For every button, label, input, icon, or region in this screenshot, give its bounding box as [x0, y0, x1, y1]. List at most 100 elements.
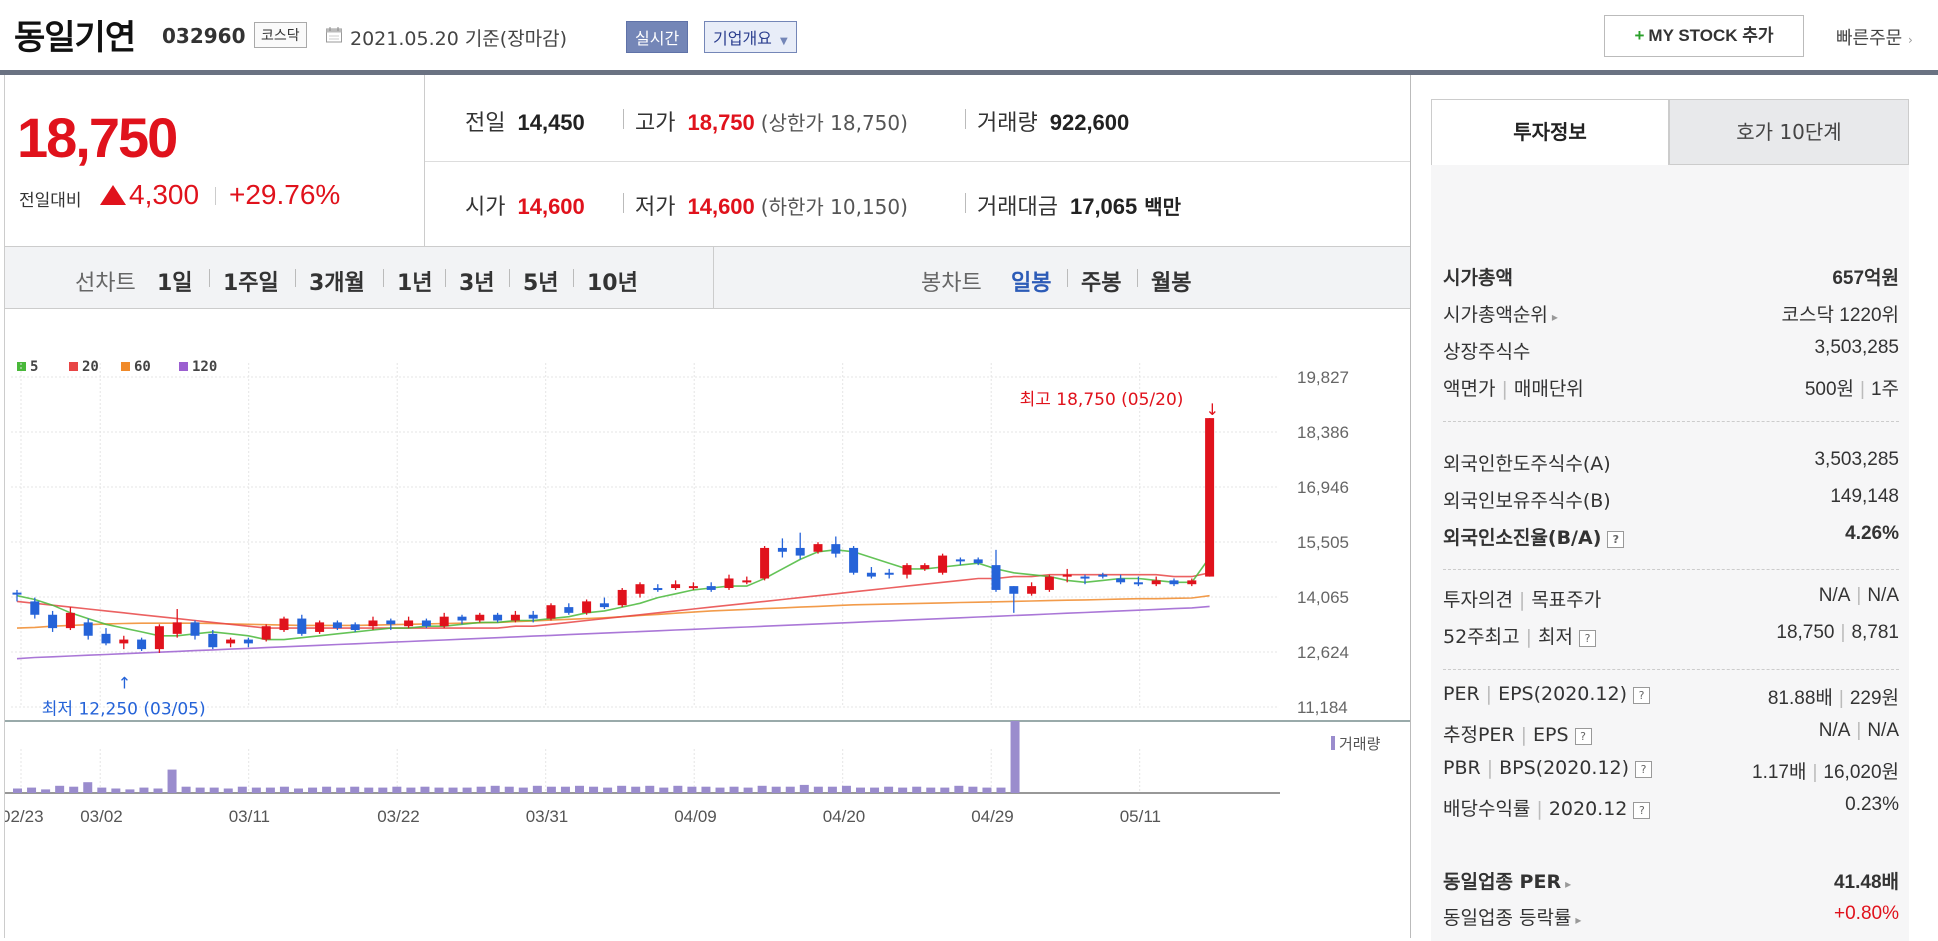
price-stats: 전일 14,450 고가 18,750 (상한가 18,750) 거래량 922,600…: [425, 75, 1411, 247]
plus-icon: +: [1634, 26, 1645, 45]
industry-info: 동일업종 PER ▸ 41.48배 동일업종 등락률 ▸ +0.80%: [1431, 855, 1909, 941]
ma5-line: [16, 548, 1211, 641]
volume-bar: [617, 785, 627, 793]
candle: [546, 605, 556, 619]
candle-weekly[interactable]: 주봉: [1081, 271, 1122, 296]
low-annotation: 최저 12,250 (03/05): [42, 699, 206, 719]
volume-bar: [55, 785, 65, 793]
help-icon[interactable]: ?: [1635, 761, 1653, 778]
volume-bar: [350, 786, 360, 793]
candle: [279, 618, 289, 631]
volume-bar: [181, 786, 191, 793]
x-tick-label: 03/11: [229, 807, 270, 826]
volume-bar: [111, 788, 121, 793]
invest-info-panel: 투자정보 호가 10단계 시가총액 657억원 시가총액순위 ▸ 코스닥 1220위 …: [1410, 75, 1938, 941]
candle-monthly[interactable]: 월봉: [1151, 271, 1192, 296]
x-tick-label: 04/20: [823, 807, 866, 826]
candle: [688, 586, 698, 589]
divider: [623, 109, 624, 129]
add-my-stock-button[interactable]: + MY STOCK 추가: [1604, 15, 1804, 57]
company-overview-dropdown[interactable]: 기업개요 ▼: [704, 21, 797, 53]
legend-swatch: [179, 362, 188, 371]
candle: [991, 565, 1001, 590]
candle: [617, 589, 627, 606]
candle: [1133, 582, 1143, 585]
period-1d[interactable]: 1일: [157, 271, 193, 296]
volume-bar: [532, 785, 542, 793]
candle: [368, 620, 378, 627]
volume-bar: [195, 787, 205, 793]
ma120-line: [16, 605, 1210, 660]
chevron-right-icon: ›: [1907, 33, 1913, 47]
divider: [509, 269, 510, 287]
volume-bar: [392, 786, 402, 793]
candle: [884, 572, 894, 575]
volume-bar: [237, 786, 247, 793]
period-1w[interactable]: 1주일: [223, 271, 279, 296]
period-3m[interactable]: 3개월: [309, 271, 365, 296]
volume-bar: [336, 787, 346, 793]
volume-legend-label: 거래량: [1339, 735, 1381, 753]
volume-bar: [83, 782, 93, 793]
candle: [243, 639, 253, 644]
legend-label: 60: [134, 359, 151, 375]
volume-bar: [97, 787, 107, 793]
candle: [1009, 586, 1019, 594]
y-tick-label: 19,827: [1297, 368, 1349, 387]
volume-bar: [841, 785, 851, 793]
candle: [172, 622, 182, 634]
help-icon[interactable]: ?: [1574, 728, 1592, 745]
candle: [119, 639, 129, 644]
tab-invest-info[interactable]: 투자정보: [1431, 99, 1669, 165]
y-tick-label: 18,386: [1297, 423, 1349, 442]
x-tick-label: 03/22: [377, 807, 420, 826]
volume-bar: [1010, 721, 1020, 793]
candle: [564, 607, 574, 613]
x-tick-label: 02/23: [5, 807, 44, 826]
candlestick-chart[interactable]: 5 20 60 120 19,827 18,386 16,946 15,505 14,065 12…: [5, 309, 1411, 938]
chart-period-toolbar: 선차트 1일 1주일 3개월 1년 3년 5년 10년 봉차트 일봉 주봉 월봉: [5, 247, 1411, 309]
candle: [404, 620, 414, 627]
volume-bar: [462, 787, 472, 793]
volume-bar: [490, 785, 500, 793]
tab-hoga-10[interactable]: 호가 10단계: [1669, 99, 1909, 165]
candle: [226, 639, 236, 644]
period-3y[interactable]: 3년: [459, 271, 495, 296]
volume-bar: [434, 787, 444, 793]
y-tick-label: 14,065: [1297, 588, 1349, 607]
volume-bar: [294, 788, 303, 793]
quick-order-dropdown[interactable]: 빠른주문 ›: [1836, 24, 1913, 50]
legend-swatch: [121, 362, 130, 371]
x-tick-label: 03/02: [80, 807, 123, 826]
candle: [1187, 580, 1197, 585]
realtime-button[interactable]: 실시간: [626, 21, 689, 53]
help-icon[interactable]: ?: [1607, 531, 1625, 548]
help-icon[interactable]: ?: [1579, 630, 1596, 647]
legend-swatch: [69, 362, 78, 371]
stat-open: 시가 14,600: [465, 194, 585, 220]
candle: [421, 620, 431, 627]
candle-daily[interactable]: 일봉: [1011, 271, 1052, 296]
candle: [350, 624, 360, 631]
candle: [938, 555, 948, 573]
help-icon[interactable]: ?: [1633, 687, 1650, 704]
volume-bar: [279, 786, 289, 793]
period-5y[interactable]: 5년: [523, 271, 559, 296]
period-10y[interactable]: 10년: [587, 271, 638, 296]
divider: [383, 269, 384, 287]
candle: [849, 547, 859, 573]
volume-legend-swatch: [1331, 736, 1335, 750]
volume-bar: [41, 789, 51, 793]
candle: [973, 559, 983, 564]
divider: [445, 269, 446, 287]
legend-label: 5: [30, 359, 38, 375]
candle: [457, 616, 467, 621]
volume-bar: [799, 784, 809, 793]
stat-amount: 거래대금 17,065 백만: [977, 194, 1182, 220]
candle: [742, 580, 752, 583]
line-chart-label: 선차트: [75, 271, 136, 296]
period-1y[interactable]: 1년: [397, 271, 433, 296]
help-icon[interactable]: ?: [1633, 802, 1651, 819]
candle: [1080, 576, 1090, 579]
volume-bar: [560, 786, 570, 793]
